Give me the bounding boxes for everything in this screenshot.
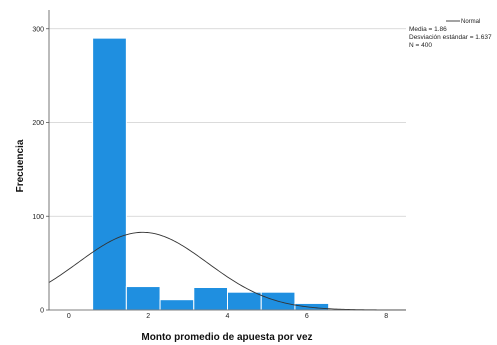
y-axis-title: Frecuencia bbox=[15, 139, 26, 192]
x-ticks: 0 2 4 6 8 bbox=[67, 313, 388, 320]
x-tick-label-0: 0 bbox=[67, 313, 71, 320]
histogram-bar-4 bbox=[227, 291, 262, 311]
legend: Normal bbox=[446, 19, 480, 25]
histogram-bar-1 bbox=[125, 286, 161, 311]
x-axis-title: Monto promedio de apuesta por vez bbox=[141, 332, 312, 343]
x-tick-label-2: 2 bbox=[146, 313, 150, 320]
x-tick-label-8: 8 bbox=[384, 313, 388, 320]
bars-layer bbox=[92, 37, 330, 311]
stats-sd: Desviación estándar = 1.637 bbox=[409, 34, 492, 41]
histogram-bar-6 bbox=[294, 302, 330, 311]
histogram-bar-2 bbox=[159, 299, 195, 311]
legend-normal-label: Normal bbox=[461, 19, 480, 25]
y-tick-label-0: 0 bbox=[40, 308, 44, 315]
histogram-bar-0 bbox=[92, 37, 127, 311]
stats-n: N = 400 bbox=[409, 42, 432, 49]
stats-box: Media = 1.86 Desviación estándar = 1.637… bbox=[409, 26, 492, 49]
y-ticks: 0 100 200 300 bbox=[32, 26, 49, 315]
normal-curve bbox=[48, 231, 406, 311]
histogram-bar-3 bbox=[193, 287, 229, 311]
y-tick-label-100: 100 bbox=[32, 214, 44, 221]
y-tick-label-300: 300 bbox=[32, 26, 44, 33]
stats-mean: Media = 1.86 bbox=[409, 26, 447, 33]
x-tick-label-6: 6 bbox=[305, 313, 309, 320]
x-tick-label-4: 4 bbox=[226, 313, 230, 320]
axis-layer bbox=[48, 10, 406, 311]
y-tick-label-200: 200 bbox=[32, 120, 44, 127]
